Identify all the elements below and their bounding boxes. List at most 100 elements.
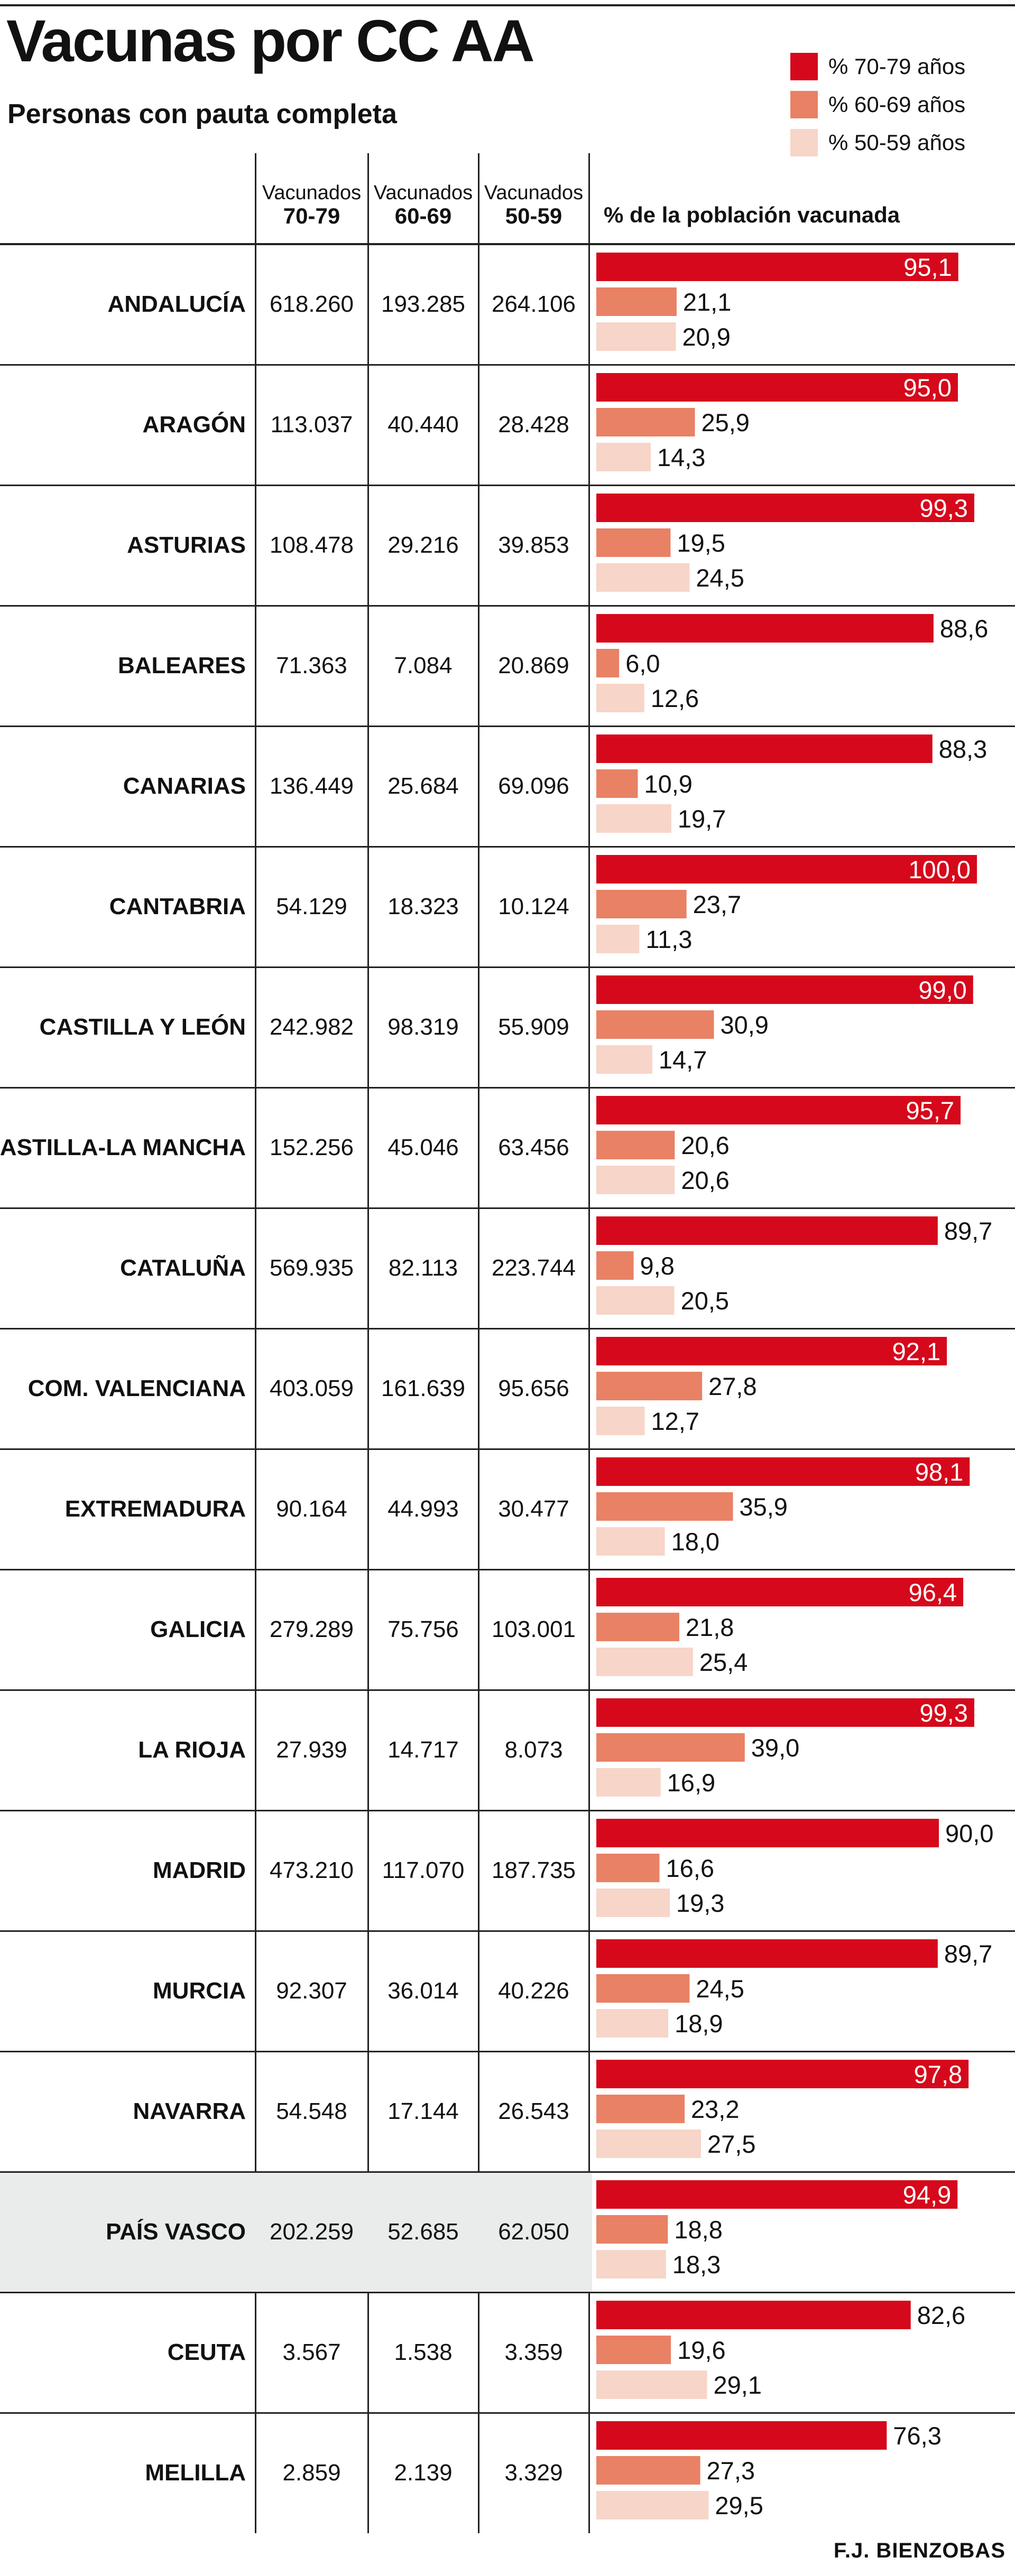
highlighted-row-background [0,2173,592,2292]
bar-60-69 [596,1854,660,1882]
bar-70-79 [596,2060,969,2088]
table-cell: 54.548 [276,2098,347,2124]
region-label: LA RIOJA [138,1737,246,1763]
bar-value-label: 29,1 [714,2371,762,2399]
column-header-line2: 50-59 [505,203,562,228]
table-cell: 117.070 [382,1857,465,1883]
table-cell: 403.059 [269,1375,354,1401]
bar-value-label: 16,9 [667,1769,715,1797]
bar-70-79 [596,2301,911,2329]
region-label: MURCIA [153,1978,246,2004]
region-label: COM. VALENCIANA [27,1375,246,1401]
header-separator [0,243,1015,245]
table-cell: 202.259 [269,2219,354,2245]
bar-60-69 [596,1010,714,1039]
bar-70-79 [596,1096,961,1124]
chart-subtitle: Personas con pauta completa [7,99,397,129]
bar-60-69 [596,1251,634,1280]
table-cell: 30.477 [498,1496,569,1522]
table-cell: 82.113 [388,1255,458,1281]
table-cell: 63.456 [498,1134,569,1160]
top-rule [0,4,1015,6]
bar-value-label: 92,1 [892,1337,940,1365]
bar-50-59 [596,2491,709,2519]
bar-value-label: 20,9 [682,323,730,351]
bar-value-label: 24,5 [696,564,744,592]
bar-70-79 [596,855,977,884]
table-cell: 7.084 [394,653,453,678]
bar-50-59 [596,1166,675,1194]
table-cell: 3.329 [504,2460,563,2486]
legend-item-50-59: % 50-59 años [790,129,965,156]
row-separator [0,1930,1015,1932]
bar-70-79 [596,1457,970,1486]
table-cell: 27.939 [276,1737,347,1763]
bar-value-label: 99,3 [919,1699,967,1727]
table-cell: 54.129 [276,894,347,919]
bar-50-59 [596,1286,675,1315]
bar-50-59 [596,925,640,953]
region-label: GALICIA [150,1616,246,1642]
bar-value-label: 23,7 [693,890,741,918]
bar-value-label: 95,0 [903,374,952,402]
table-cell: 161.639 [381,1375,466,1401]
table-cell: 2.859 [282,2460,341,2486]
table-cell: 8.073 [504,1737,563,1763]
table-cell: 569.935 [269,1255,354,1281]
table-cell: 223.744 [491,1255,576,1281]
table-cell: 2.139 [394,2460,453,2486]
bar-value-label: 19,7 [678,805,726,833]
bar-70-79 [596,2180,958,2209]
bar-value-label: 20,5 [681,1287,729,1315]
bar-value-label: 99,0 [918,976,966,1004]
row-separator [0,966,1015,968]
bar-value-label: 35,9 [739,1493,787,1521]
bar-value-label: 96,4 [909,1578,957,1606]
table-cell: 113.037 [270,412,353,438]
table-cell: 55.909 [498,1014,569,1040]
table-cell: 90.164 [276,1496,347,1522]
bar-50-59 [596,2370,707,2399]
table-cell: 95.656 [498,1375,569,1401]
table-cell: 152.256 [269,1134,354,1160]
bar-value-label: 99,3 [919,494,967,522]
bar-50-59 [596,1889,670,1917]
bar-50-59 [596,1407,645,1435]
column-header-line1: Vacunados [373,181,473,204]
table-column-divider [588,153,590,2533]
bar-50-59 [596,2129,701,2158]
bar-50-59 [596,563,690,592]
bar-60-69 [596,2336,671,2364]
bar-value-label: 95,7 [906,1096,954,1124]
bar-70-79 [596,1939,938,1968]
column-header-60-69: Vacunados 60-69 [368,176,478,234]
bar-50-59 [596,2250,666,2279]
bar-60-69 [596,2215,668,2244]
region-label: CANTABRIA [109,894,246,919]
table-cell: 36.014 [387,1978,459,2004]
bar-60-69 [596,1733,745,1762]
bar-50-59 [596,1527,665,1556]
region-label: NAVARRA [133,2098,246,2124]
region-label: CASTILLA Y LEÓN [39,1014,246,1040]
bar-value-label: 27,8 [708,1372,756,1400]
bar-70-79 [596,1216,938,1245]
column-header-line2: 60-69 [394,203,452,228]
bar-value-label: 14,3 [657,443,705,471]
bar-60-69 [596,1131,675,1159]
bar-value-label: 29,5 [715,2491,763,2519]
region-label: EXTREMADURA [64,1496,246,1522]
bar-value-label: 97,8 [914,2060,962,2088]
legend-label-70-79: % 70-79 años [828,54,966,79]
bar-70-79 [596,253,958,281]
bar-value-label: 25,4 [699,1648,748,1676]
row-separator [0,605,1015,607]
bar-70-79 [596,373,958,402]
bar-70-79 [596,1578,964,1606]
bar-50-59 [596,804,671,833]
table-cell: 103.001 [491,1616,576,1642]
region-label: ASTURIAS [127,532,246,558]
legend-item-60-69: % 60-69 años [790,91,965,118]
table-cell: 98.319 [387,1014,459,1040]
bar-value-label: 21,1 [683,288,731,316]
